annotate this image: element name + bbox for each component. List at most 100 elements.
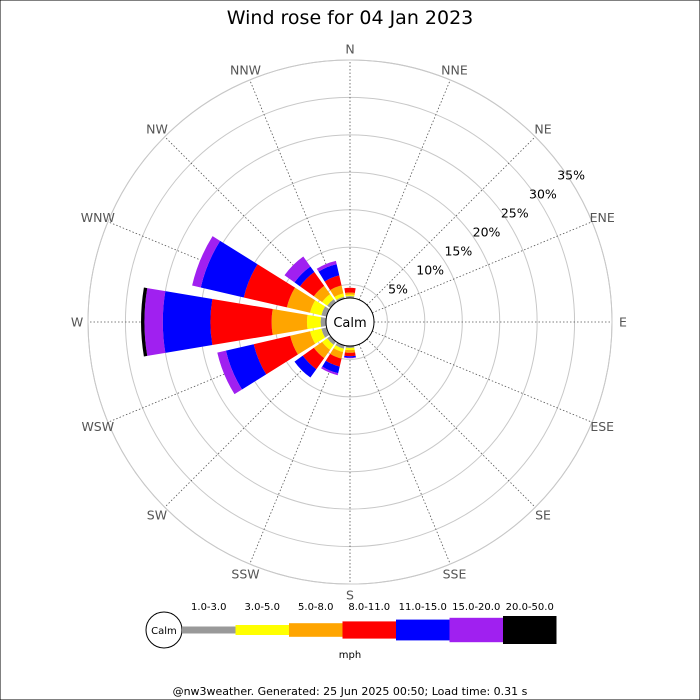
petal-sw-bin-1 <box>327 335 337 345</box>
direction-label-s: S <box>346 588 354 603</box>
direction-label-sw: SW <box>147 508 167 523</box>
legend-bar-1 <box>182 626 236 634</box>
petal-nw-bin-4 <box>300 272 325 297</box>
ring-labels: 5% 10%15%20%25%30%35% <box>388 167 585 296</box>
spoke-ene <box>372 221 593 314</box>
legend-label-4: 8.0-11.0 <box>348 602 390 613</box>
direction-label-ese: ESE <box>590 419 614 434</box>
petal-nw-bin-5 <box>294 266 315 287</box>
direction-label-nne: NNE <box>441 62 468 77</box>
legend-bar-5 <box>396 619 450 641</box>
petal-w-bin-5 <box>162 291 213 353</box>
petal-nw-bin-3 <box>313 285 331 303</box>
legend-calm-label: Calm <box>151 626 177 637</box>
direction-label-nw: NW <box>146 121 168 136</box>
spoke-nnw <box>249 79 342 300</box>
petal-wsw-bin-1 <box>321 327 330 338</box>
wind-petals <box>141 236 356 395</box>
legend-bar-3 <box>289 623 343 637</box>
petal-sw-bin-4 <box>302 347 325 370</box>
petal-w-bin-6 <box>144 288 166 356</box>
direction-label-ssw: SSW <box>231 567 259 582</box>
legend-bar-2 <box>235 625 289 635</box>
petal-wnw-bin-5 <box>200 240 258 298</box>
legend-bar-7 <box>503 616 557 644</box>
petal-ssw-bin-1 <box>335 342 345 349</box>
ring-label-4: 20% <box>473 225 501 240</box>
direction-label-sse: SSE <box>443 567 467 582</box>
legend-label-2: 3.0-5.0 <box>245 602 280 613</box>
legend-label-1: 1.0-3.0 <box>191 602 226 613</box>
petal-s-bin-4 <box>344 352 356 357</box>
petal-nnw-bin-3 <box>330 285 344 298</box>
petal-nw-bin-2 <box>322 294 334 306</box>
petal-n-bin-2 <box>345 294 355 297</box>
spoke-sse <box>358 344 451 565</box>
petal-w-bin-4 <box>210 298 273 346</box>
ring-label-2: 10% <box>416 263 444 278</box>
grid-ring-outer <box>87 59 613 585</box>
direction-labels: N NNE NE ENE E ESE SE SSE S SSW SW WSW W WNW NW NNW <box>71 42 627 603</box>
legend-label-5: 11.0-15.0 <box>399 602 447 613</box>
petal-wnw-bin-6 <box>192 236 221 288</box>
petal-ssw-bin-4 <box>325 353 342 367</box>
direction-label-ene: ENE <box>590 210 615 225</box>
petal-nnw-bin-5 <box>318 264 340 282</box>
petal-ssw-bin-5 <box>322 360 340 374</box>
footer-text: @nw3weather. Generated: 25 Jun 2025 00:5… <box>173 685 528 698</box>
calm-center: Calm <box>325 297 375 347</box>
petal-s-bin-5 <box>344 355 356 358</box>
direction-label-w: W <box>71 315 83 330</box>
calm-label: Calm <box>333 316 366 331</box>
legend-unit-label: mph <box>339 650 361 661</box>
direction-label-wsw: WSW <box>81 419 114 434</box>
legend-bar-4 <box>342 621 396 639</box>
petal-wnw-bin-4 <box>243 264 296 308</box>
petal-nnw-bin-1 <box>336 296 345 302</box>
ring-label-6: 30% <box>529 187 557 202</box>
petal-s-bin-3 <box>344 349 356 353</box>
petal-ssw-bin-3 <box>330 348 344 359</box>
petal-nnw-bin-2 <box>334 293 345 300</box>
calm-circle <box>325 297 375 347</box>
speed-legend: Calm mph 1.0-3.0 3.0-5.0 5.0-8.0 8.0-11.0 11… <box>145 602 557 661</box>
petal-wnw-bin-1 <box>321 306 330 317</box>
spoke-se <box>366 338 536 508</box>
petal-nnw-bin-6 <box>316 260 337 272</box>
petal-n-bin-4 <box>344 287 356 293</box>
direction-label-nnw: NNW <box>230 62 261 77</box>
petal-wnw-bin-2 <box>310 300 326 316</box>
legend-label-6: 15.0-20.0 <box>452 602 500 613</box>
direction-label-se: SE <box>535 508 551 523</box>
petal-w-bin-7 <box>141 287 148 357</box>
petal-nw-bin-6 <box>284 256 311 283</box>
petal-wsw-bin-6 <box>217 350 242 395</box>
direction-label-n: N <box>345 42 354 57</box>
petal-wsw-bin-3 <box>290 331 316 355</box>
petal-s-bin-2 <box>345 347 355 351</box>
petal-w-bin-3 <box>271 309 308 335</box>
direction-label-e: E <box>619 315 627 330</box>
legend-label-3: 5.0-8.0 <box>298 602 333 613</box>
chart-title: Wind rose for 04 Jan 2023 <box>227 7 474 29</box>
petal-n-bin-3 <box>345 292 355 295</box>
petal-ssw-bin-6 <box>321 366 339 376</box>
petal-ssw-bin-2 <box>333 345 344 353</box>
petal-wsw-bin-2 <box>310 328 326 344</box>
ring-label-3: 15% <box>444 244 472 259</box>
legend-label-7: 20.0-50.0 <box>506 602 554 613</box>
direction-label-ne: NE <box>534 121 551 136</box>
ring-label-1: 5% <box>388 282 408 297</box>
petal-nnw-bin-4 <box>324 275 342 291</box>
petal-s-bin-6 <box>344 357 356 359</box>
petal-wnw-bin-3 <box>286 287 316 313</box>
spoke-nne <box>358 79 451 300</box>
petal-wsw-bin-5 <box>225 344 267 390</box>
petal-sw-bin-2 <box>322 338 334 350</box>
spoke-ne <box>366 136 536 306</box>
petal-w-bin-2 <box>306 314 321 330</box>
spoke-ese <box>372 330 593 423</box>
spoke-ssw <box>249 344 342 565</box>
direction-label-wnw: WNW <box>81 210 115 225</box>
